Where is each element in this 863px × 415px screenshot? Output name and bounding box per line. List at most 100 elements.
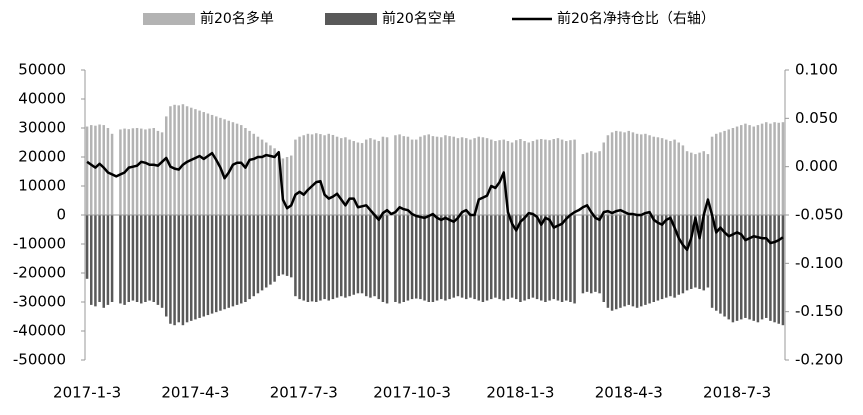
bar [290,215,293,278]
bar [427,215,430,302]
bar [469,139,472,215]
bar [606,215,610,308]
bar [710,215,714,308]
bar [173,104,176,215]
bar [423,135,426,215]
bar [694,154,697,215]
bar [152,215,155,302]
y2-tick-label: 0.050 [795,109,838,127]
bar [444,215,447,301]
bar [602,215,605,302]
bar [248,130,251,215]
y2-tick-label: -0.100 [795,254,843,272]
bar [585,215,589,292]
bar [181,104,185,215]
bar [277,157,280,215]
bar [298,215,301,300]
bar [277,215,280,276]
bar [340,138,343,215]
x-tick-label: 2017-4-3 [161,384,229,402]
bar [373,139,376,215]
bar [156,130,160,215]
bar [560,139,564,215]
bar [690,215,693,289]
bar [644,215,647,305]
bar [715,133,718,215]
bar [431,215,435,302]
bar [315,215,318,302]
bar [415,139,418,215]
bar [581,215,585,294]
bar [773,122,776,215]
y-tick-label: -10000 [13,235,66,253]
bar [531,141,535,215]
bar [502,215,505,301]
bar [319,215,322,301]
bar [194,215,197,320]
bar [227,215,230,308]
bar [381,136,385,215]
bar [335,136,339,215]
y-tick-label: -50000 [13,351,66,369]
bar [448,215,451,300]
bar [156,215,160,305]
bar [610,132,614,215]
bar [140,128,143,215]
bar [348,139,351,215]
bar [590,151,593,215]
bar [160,215,164,308]
x-tick-label: 2017-1-3 [53,384,121,402]
bar [235,123,239,215]
bar [760,215,764,320]
bar [590,215,593,294]
bar [265,215,268,288]
bar [673,215,676,298]
bar [581,154,585,215]
bar [223,119,226,215]
bar [448,136,451,215]
bar [606,135,610,215]
bar [215,215,218,313]
bar [165,215,168,317]
bar [685,151,689,215]
bar [544,215,547,302]
bar [240,125,243,215]
bar [406,136,410,215]
bar [94,215,97,307]
bar [535,215,539,300]
x-tick-label: 2017-7-3 [270,384,338,402]
bar [260,139,264,215]
bar [127,215,130,302]
bar [202,112,205,215]
bar [369,138,372,215]
bar [481,215,485,302]
bar [181,215,185,326]
bar [469,215,472,298]
x-tick-label: 2018-4-3 [595,384,663,402]
bar [394,135,397,215]
bar [698,215,701,289]
bar [635,215,639,308]
bar [456,215,460,297]
bar [231,215,235,307]
bar [198,215,201,318]
bar [506,215,510,300]
y2-tick-label: -0.150 [795,302,843,320]
bar [85,126,89,215]
bar [306,133,310,215]
bar [244,128,247,215]
bar [252,215,255,297]
bar [473,215,476,300]
legend-label: 前20名净持仓比（右轴） [557,10,715,27]
bar [419,215,422,300]
bar [694,215,697,288]
bar [231,122,235,215]
bar [460,137,464,215]
bar [723,215,726,317]
bar [635,133,639,215]
bar [744,123,747,215]
bar [440,137,443,215]
bar [631,215,635,307]
y-tick-label: 40000 [18,90,66,108]
bar [127,129,130,215]
